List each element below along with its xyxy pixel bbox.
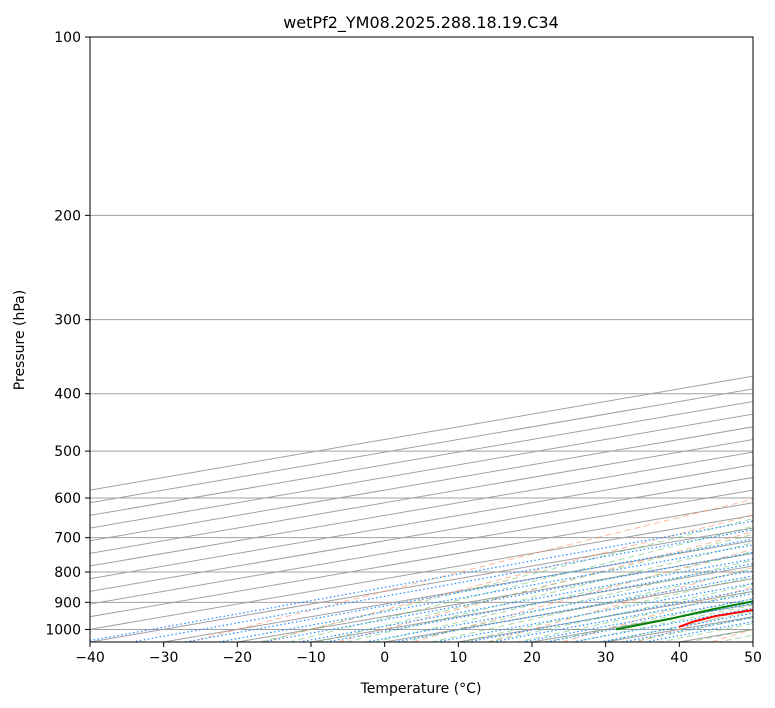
isotherm-line <box>90 438 753 554</box>
y-tick-label: 900 <box>54 595 81 611</box>
x-tick-label: 10 <box>449 650 467 666</box>
x-tick-label: 0 <box>380 650 389 666</box>
isotherm-line <box>90 451 753 567</box>
y-tick-label: 600 <box>54 491 81 507</box>
mixing-ratio-line <box>492 592 753 642</box>
isotherm-line <box>163 540 753 642</box>
y-tick-label: 1000 <box>45 622 81 638</box>
x-axis-label: Temperature (°C) <box>360 681 482 697</box>
y-tick-label: 100 <box>54 30 81 46</box>
x-tick-label: 40 <box>670 650 688 666</box>
chart-title: wetPf2_YM08.2025.288.18.19.C34 <box>283 13 559 33</box>
isotherm-line <box>90 476 753 592</box>
plot-area <box>90 37 753 642</box>
mixing-ratio-line <box>521 598 753 642</box>
y-tick-label: 400 <box>54 387 81 403</box>
mixing-ratio-line <box>131 529 753 642</box>
moist-adiabat-line <box>344 542 753 642</box>
x-tick-label: 50 <box>744 650 762 666</box>
mixing-ratio-line <box>572 607 753 642</box>
isotherm-line <box>90 527 753 642</box>
y-tick-label: 800 <box>54 565 81 581</box>
dry-adiabat-line <box>338 531 753 642</box>
plot-frame <box>89 36 754 643</box>
isotherm-line <box>90 502 753 618</box>
mixing-ratio-line <box>299 558 753 642</box>
x-tick-label: −40 <box>75 650 105 666</box>
isotherm-line <box>90 464 753 580</box>
mixing-ratio-line <box>546 602 753 642</box>
axes: 0.10.20.40.611.52346810131620253036-100-… <box>45 30 762 666</box>
mixing-ratio-line <box>467 588 753 642</box>
y-tick-label: 300 <box>54 313 81 329</box>
moist-adiabat-line <box>286 525 753 642</box>
x-tick-label: 30 <box>597 650 615 666</box>
y-axis-label: Pressure (hPa) <box>12 290 28 390</box>
y-tick-label: 700 <box>54 531 81 547</box>
isotherm-line <box>90 489 753 605</box>
mixing-ratio-line <box>365 570 753 642</box>
isotherm-line <box>90 514 753 630</box>
y-tick-label: 500 <box>54 444 81 460</box>
x-tick-label: −10 <box>296 650 326 666</box>
y-tick-label: 200 <box>54 208 81 224</box>
x-tick-label: 20 <box>523 650 541 666</box>
mixing-ratio-line <box>325 563 753 642</box>
x-tick-label: −20 <box>223 650 253 666</box>
x-tick-label: −30 <box>149 650 179 666</box>
mixing-ratio-line <box>394 575 753 642</box>
mixing-ratio-line <box>436 582 753 642</box>
